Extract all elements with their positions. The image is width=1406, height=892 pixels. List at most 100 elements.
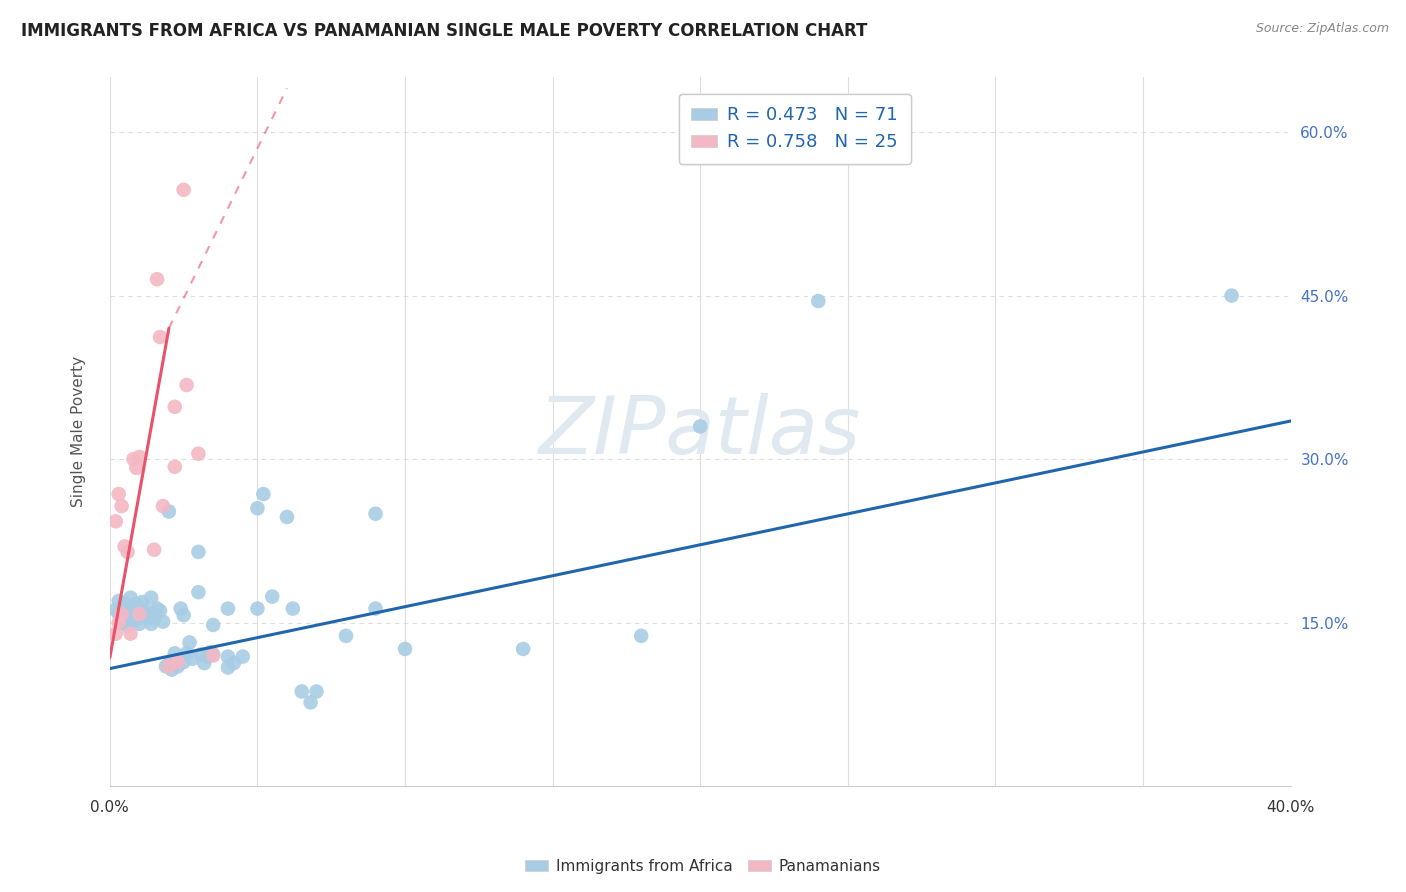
Point: [114, 596, 136, 610]
Point: [176, 646, 198, 660]
Point: [117, 613, 139, 627]
Point: [163, 646, 186, 660]
Point: [193, 656, 215, 670]
Point: [143, 611, 166, 625]
Point: [122, 452, 145, 467]
Point: [155, 659, 177, 673]
Y-axis label: Single Male Poverty: Single Male Poverty: [72, 356, 86, 508]
Point: [807, 293, 830, 308]
Point: [163, 459, 186, 474]
Point: [262, 590, 284, 604]
Point: [125, 611, 148, 625]
Point: [202, 648, 225, 663]
Point: [122, 614, 145, 628]
Point: [276, 510, 298, 524]
Legend: R = 0.473   N = 71, R = 0.758   N = 25: R = 0.473 N = 71, R = 0.758 N = 25: [679, 94, 911, 164]
Point: [246, 601, 269, 615]
Point: [512, 642, 534, 657]
Point: [200, 645, 222, 659]
Point: [335, 629, 357, 643]
Point: [170, 601, 193, 615]
Point: [202, 648, 225, 662]
Point: [111, 499, 134, 513]
Point: [114, 608, 136, 623]
Point: [131, 595, 153, 609]
Point: [120, 626, 142, 640]
Text: Source: ZipAtlas.com: Source: ZipAtlas.com: [1256, 22, 1389, 36]
Point: [152, 499, 174, 513]
Point: [195, 649, 218, 664]
Legend: Immigrants from Africa, Panamanians: Immigrants from Africa, Panamanians: [519, 853, 887, 880]
Point: [134, 608, 156, 623]
Point: [107, 594, 129, 608]
Point: [281, 601, 304, 615]
Point: [173, 183, 195, 197]
Point: [104, 514, 127, 528]
Point: [125, 597, 148, 611]
Point: [120, 605, 142, 619]
Point: [217, 601, 239, 615]
Point: [149, 604, 172, 618]
Point: [128, 601, 150, 615]
Point: [173, 608, 195, 623]
Point: [134, 604, 156, 618]
Point: [111, 615, 134, 630]
Point: [190, 648, 212, 662]
Point: [163, 400, 186, 414]
Point: [394, 642, 416, 657]
Point: [160, 663, 183, 677]
Point: [104, 626, 127, 640]
Text: ZIPatlas: ZIPatlas: [538, 392, 862, 471]
Point: [107, 607, 129, 621]
Point: [114, 540, 136, 554]
Point: [117, 619, 139, 633]
Point: [128, 450, 150, 464]
Point: [217, 649, 239, 664]
Point: [111, 607, 134, 621]
Point: [146, 272, 169, 286]
Point: [222, 656, 245, 670]
Point: [107, 615, 129, 630]
Point: [146, 601, 169, 615]
Point: [141, 616, 163, 631]
Point: [157, 504, 180, 518]
Point: [141, 591, 163, 605]
Point: [187, 545, 209, 559]
Point: [176, 378, 198, 392]
Point: [117, 545, 139, 559]
Point: [173, 655, 195, 669]
Point: [122, 604, 145, 618]
Point: [305, 684, 328, 698]
Point: [125, 461, 148, 475]
Point: [364, 507, 387, 521]
Point: [1220, 288, 1243, 302]
Point: [157, 657, 180, 672]
Point: [689, 419, 711, 434]
Point: [217, 660, 239, 674]
Point: [187, 447, 209, 461]
Point: [111, 601, 134, 615]
Point: [120, 591, 142, 605]
Point: [143, 606, 166, 620]
Point: [152, 615, 174, 629]
Point: [179, 635, 201, 649]
Point: [166, 659, 188, 673]
Point: [107, 487, 129, 501]
Point: [299, 695, 322, 709]
Point: [630, 629, 652, 643]
Point: [187, 585, 209, 599]
Point: [202, 618, 225, 632]
Point: [149, 330, 172, 344]
Point: [157, 659, 180, 673]
Point: [181, 652, 204, 666]
Point: [246, 501, 269, 516]
Text: IMMIGRANTS FROM AFRICA VS PANAMANIAN SINGLE MALE POVERTY CORRELATION CHART: IMMIGRANTS FROM AFRICA VS PANAMANIAN SIN…: [21, 22, 868, 40]
Point: [232, 649, 254, 664]
Point: [166, 655, 188, 669]
Point: [128, 616, 150, 631]
Point: [104, 602, 127, 616]
Point: [364, 601, 387, 615]
Point: [143, 542, 166, 557]
Point: [252, 487, 274, 501]
Point: [136, 611, 159, 625]
